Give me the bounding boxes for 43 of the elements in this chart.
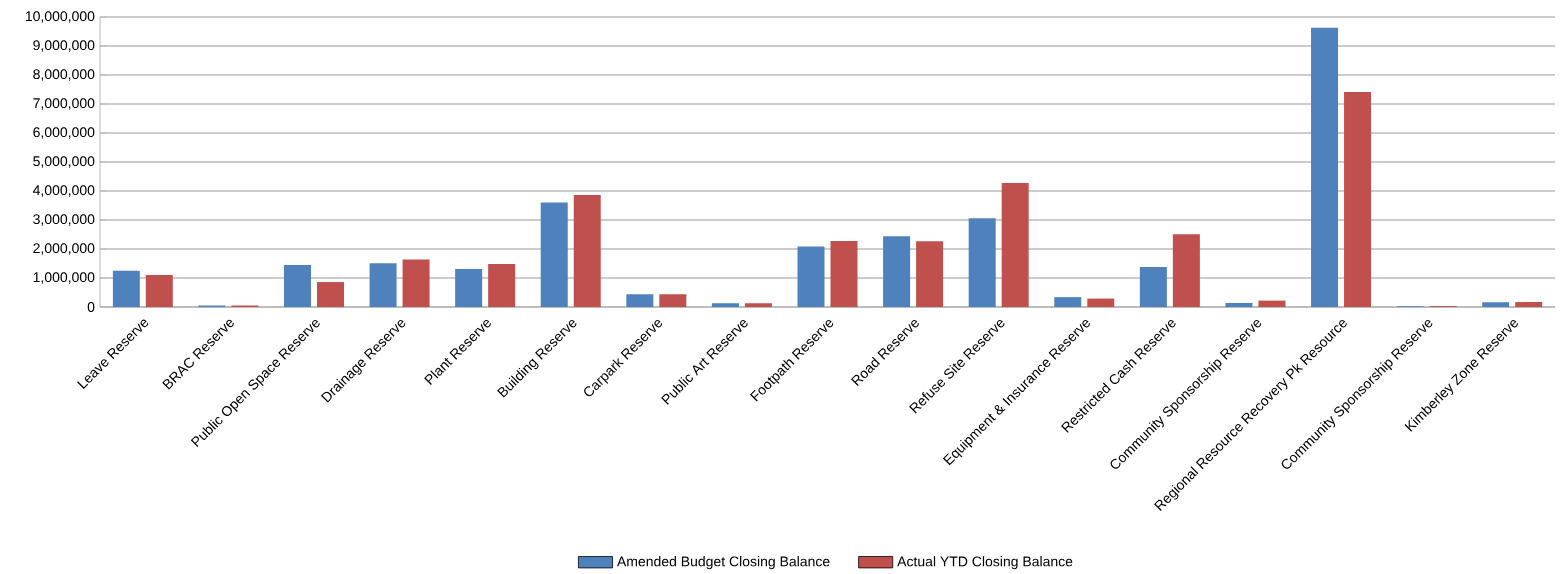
bar [1482, 302, 1510, 307]
bar [1172, 234, 1200, 307]
bar [659, 294, 687, 307]
y-tick-label: 7,000,000 [33, 98, 95, 110]
bar [797, 246, 825, 307]
bar [830, 240, 858, 307]
y-tick-label: 9,000,000 [33, 40, 95, 52]
bar [540, 202, 568, 307]
y-tick-label: 3,000,000 [33, 214, 95, 226]
bar [145, 275, 173, 307]
bar [626, 294, 654, 307]
legend-label: Actual YTD Closing Balance [897, 556, 1073, 570]
bar [402, 259, 430, 307]
bar [488, 264, 516, 307]
bar [1515, 302, 1543, 307]
bar [573, 195, 601, 307]
y-tick-label: 5,000,000 [33, 156, 95, 168]
bar [283, 264, 311, 307]
bar [744, 303, 772, 307]
bar [316, 282, 344, 307]
y-tick-label: 1,000,000 [33, 272, 95, 284]
bar [455, 269, 483, 307]
bar [1311, 27, 1339, 307]
y-tick-label: 8,000,000 [33, 69, 95, 81]
bar [1258, 300, 1286, 307]
bar [916, 241, 944, 307]
bar [1139, 266, 1167, 307]
y-tick-label: 2,000,000 [33, 243, 95, 255]
bar [1344, 92, 1372, 307]
y-tick-label: 0 [87, 302, 95, 312]
bar [1054, 297, 1082, 307]
bar [1001, 182, 1029, 307]
y-tick-label: 10,000,000 [25, 11, 95, 23]
bar [968, 218, 996, 307]
bar [1087, 298, 1115, 307]
y-tick-label: 4,000,000 [32, 185, 95, 197]
bar [112, 270, 140, 307]
bar [883, 236, 911, 307]
bar [369, 263, 397, 307]
bar [1225, 302, 1253, 307]
bar [711, 303, 739, 307]
y-tick-label: 6,000,000 [33, 127, 95, 139]
legend-label: Amended Budget Closing Balance [616, 556, 830, 570]
